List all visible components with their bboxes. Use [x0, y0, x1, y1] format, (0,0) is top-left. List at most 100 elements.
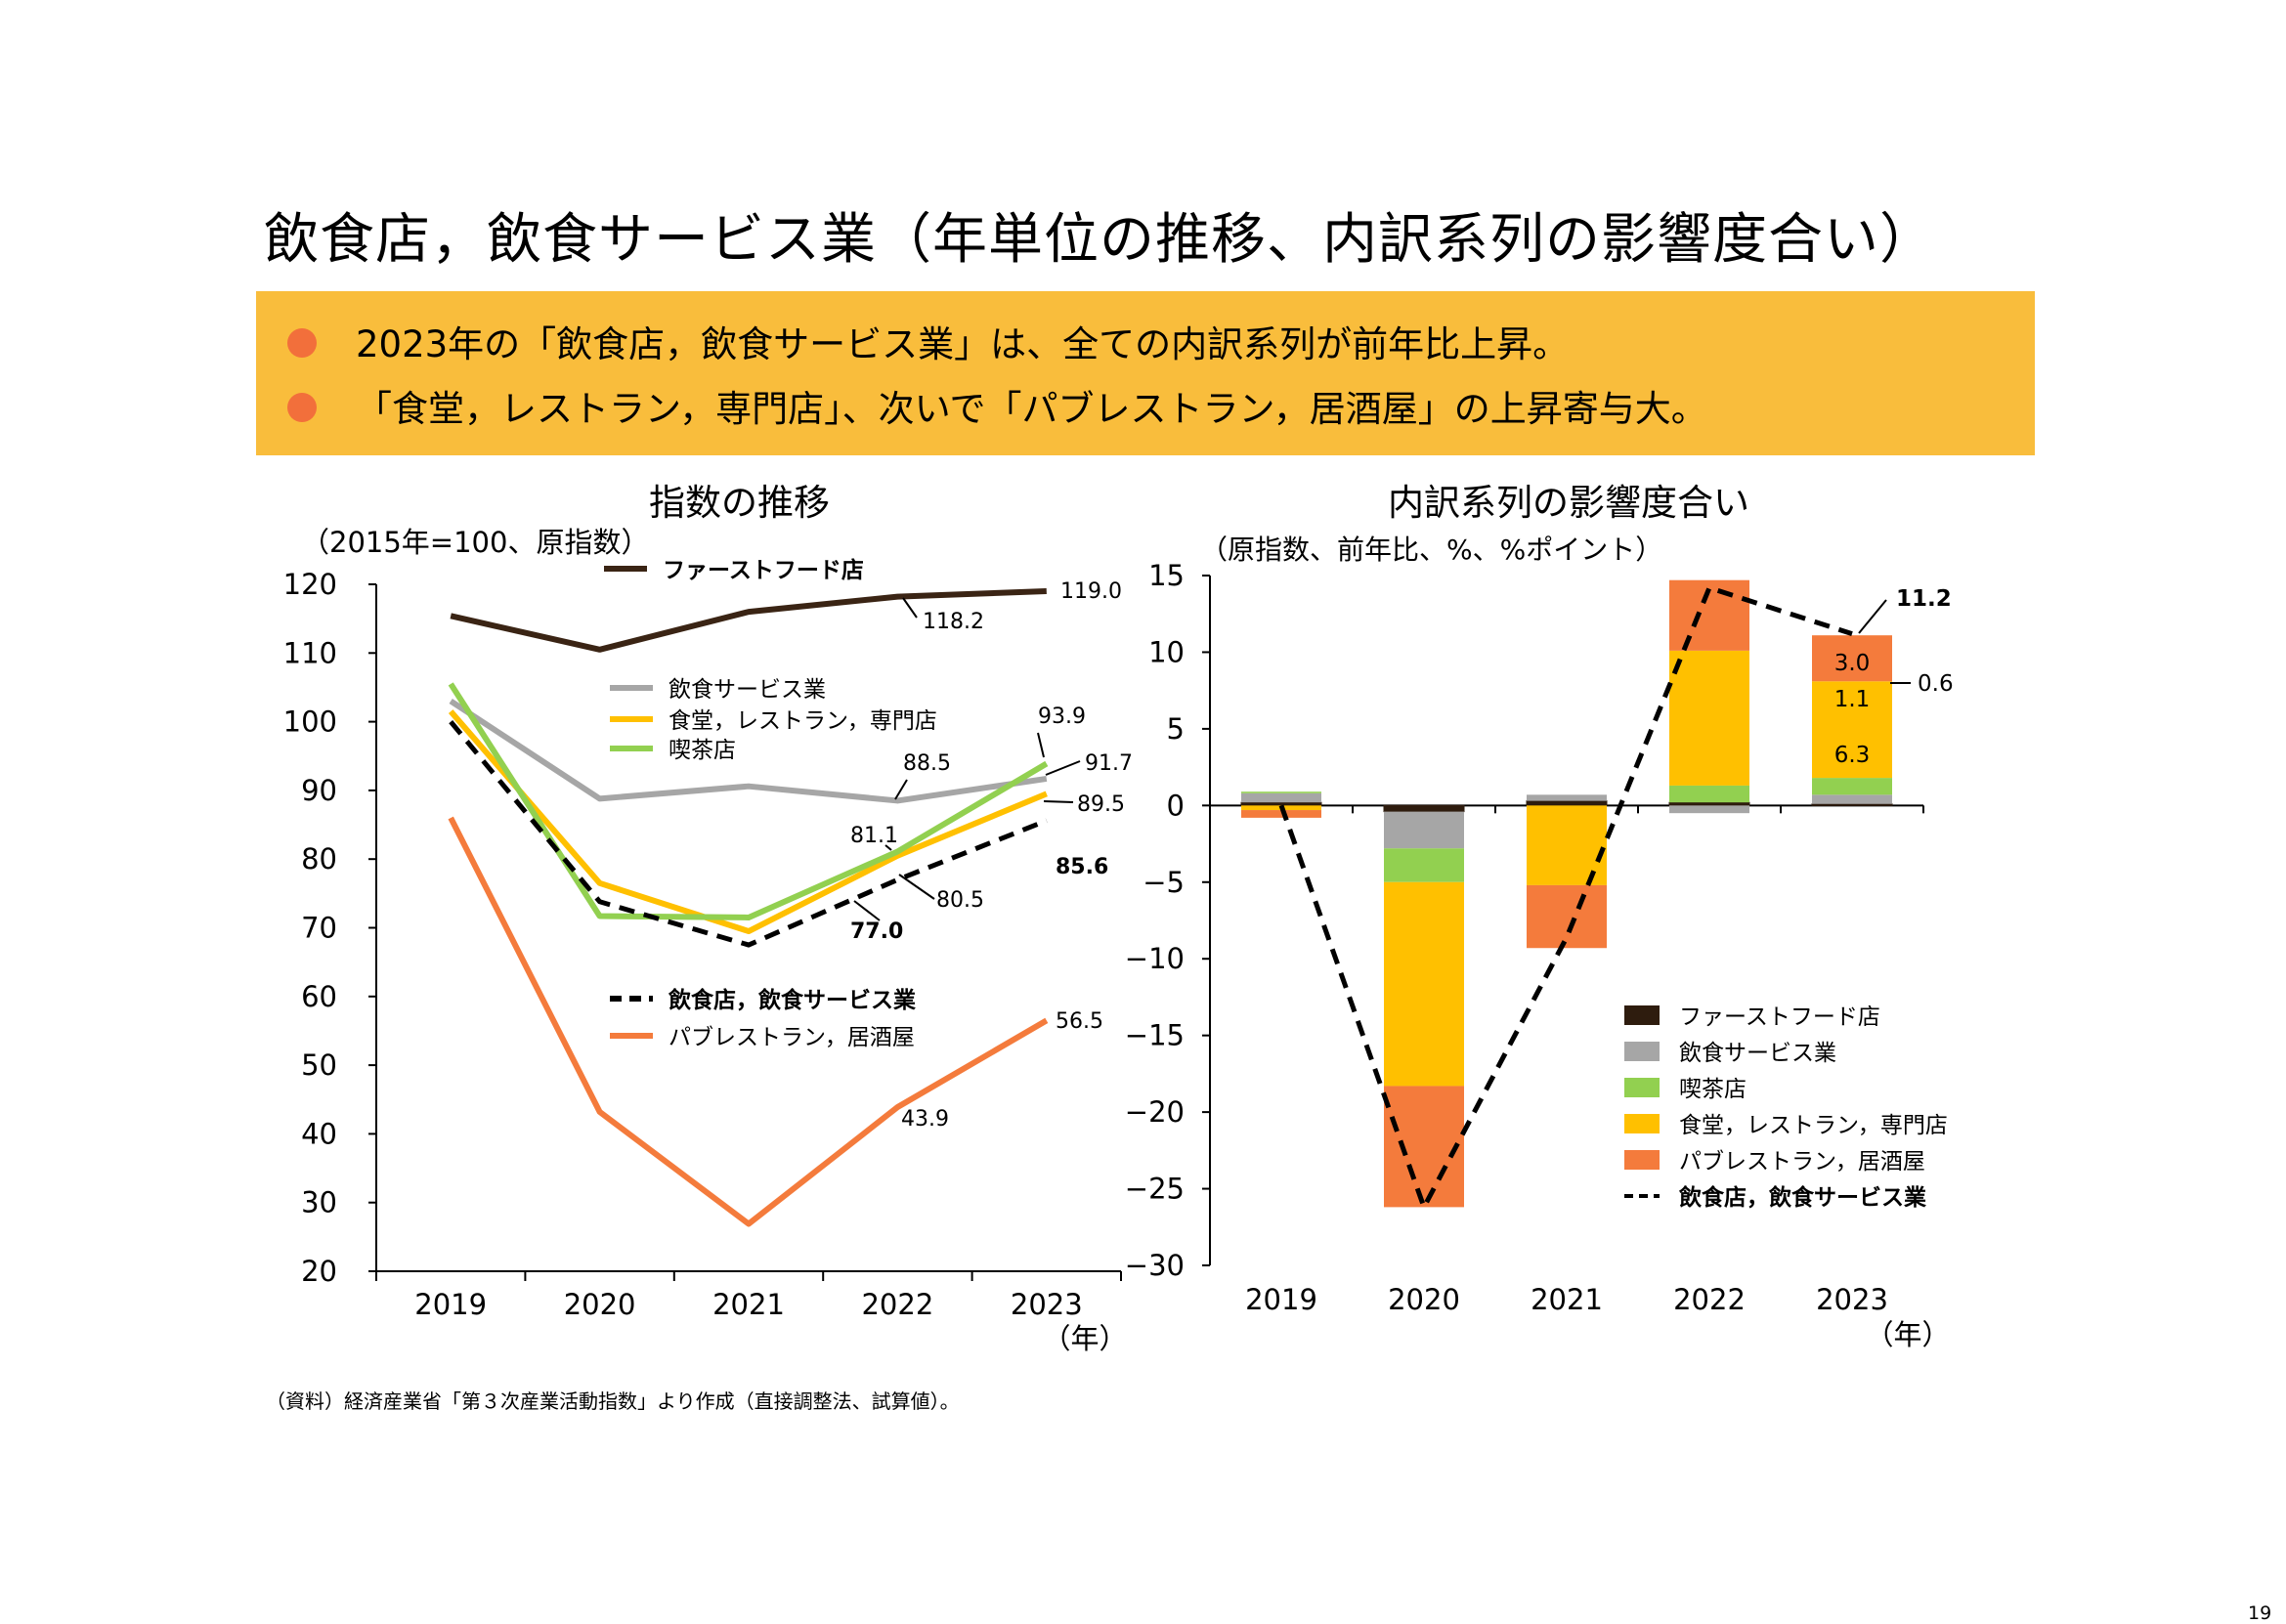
- summary-item: 2023年の「飲食店，飲食サービス業」は、全ての内訳系列が前年比上昇。: [287, 315, 1569, 367]
- y-tick-label: 10: [1148, 635, 1185, 668]
- x-tick-label: 2019: [1245, 1283, 1317, 1316]
- y-tick-label: 100: [283, 705, 337, 739]
- y-tick-label: −10: [1125, 942, 1185, 975]
- bar-segment: [1526, 800, 1608, 806]
- page-number: 19: [2248, 1603, 2272, 1624]
- y-tick-label: 20: [301, 1255, 337, 1288]
- data-label: 93.9: [1038, 705, 1086, 729]
- y-tick-label: 5: [1167, 712, 1185, 746]
- line-series: [449, 720, 1048, 948]
- source-note: （資料）経済産業省「第３次産業活動指数」より作成（直接調整法、試算値）。: [266, 1389, 960, 1413]
- line-series: [448, 816, 1049, 1227]
- legend-label: パブレストラン，居酒屋: [669, 1025, 915, 1050]
- summary-item: 「食堂，レストラン，専門店」、次いで「パブレストラン，居酒屋」の上昇寄与大。: [287, 379, 1707, 432]
- data-label: 118.2: [923, 610, 984, 634]
- bar-annotation: 1.1: [1834, 687, 1871, 712]
- y-tick-label: 50: [301, 1048, 337, 1082]
- leader-line: [1858, 599, 1887, 634]
- bar-segment: [1669, 785, 1749, 803]
- bar-segment: [1812, 635, 1892, 682]
- legend-swatch: [1624, 1042, 1660, 1061]
- y-axis-unit: （2015年=100、原指数）: [301, 526, 649, 559]
- bar-segment: [1384, 811, 1464, 849]
- x-axis-unit: （年）: [1042, 1322, 1127, 1355]
- bar-annotation: 3.0: [1834, 651, 1871, 676]
- y-tick-label: 60: [301, 980, 337, 1013]
- y-tick-label: 0: [1167, 789, 1185, 822]
- legend-label: 喫茶店: [669, 738, 736, 763]
- leader-line: [1045, 760, 1081, 776]
- leader-line: [1043, 800, 1074, 803]
- leader-line: [902, 597, 918, 619]
- y-tick-label: −25: [1125, 1173, 1185, 1206]
- data-label: 91.7: [1085, 751, 1133, 776]
- x-axis-unit: （年）: [1865, 1318, 1950, 1351]
- bar-segment: [1241, 810, 1321, 818]
- bar-annotation: 0.6: [1918, 671, 1954, 697]
- bar-segment: [1384, 848, 1464, 882]
- leader-line: [884, 844, 892, 851]
- data-label: 43.9: [901, 1107, 949, 1132]
- x-tick-label: 2022: [1673, 1283, 1746, 1316]
- bar-annotation: 6.3: [1834, 743, 1871, 768]
- x-tick-label: 2021: [1531, 1283, 1603, 1316]
- leader-line: [898, 874, 935, 900]
- data-label: 88.5: [903, 751, 951, 776]
- legend-label: 喫茶店: [1679, 1077, 1747, 1102]
- x-tick-label: 2019: [414, 1288, 487, 1321]
- x-tick-label: 2022: [861, 1288, 933, 1321]
- legend-label: 飲食店，飲食サービス業: [668, 987, 917, 1013]
- data-label: 89.5: [1077, 792, 1125, 817]
- bullet-icon: [287, 327, 317, 358]
- bar-segment: [1383, 804, 1465, 813]
- line-series: [449, 699, 1048, 804]
- data-label: 119.0: [1060, 579, 1122, 604]
- page-title: 飲食店，飲食サービス業（年単位の推移、内訳系列の影響度合い）: [264, 208, 1935, 272]
- total-line: [1278, 584, 1853, 1214]
- data-label: 85.6: [1056, 855, 1108, 879]
- bar-segment: [1669, 805, 1749, 814]
- legend-label: 食堂，レストラン，専門店: [1679, 1113, 1948, 1138]
- data-label: 56.5: [1056, 1009, 1103, 1034]
- bullet-icon: [287, 392, 317, 422]
- y-tick-label: 120: [283, 568, 337, 601]
- bar-segment: [1812, 778, 1892, 795]
- legend-label: ファーストフード店: [663, 558, 864, 583]
- summary-text: 2023年の「飲食店，飲食サービス業」は、全ての内訳系列が前年比上昇。: [356, 323, 1570, 365]
- summary-box: 2023年の「飲食店，飲食サービス業」は、全ての内訳系列が前年比上昇。 「食堂，…: [256, 291, 2035, 455]
- y-tick-label: 40: [301, 1117, 337, 1150]
- bar-segment: [1240, 801, 1322, 806]
- x-tick-label: 2020: [564, 1288, 636, 1321]
- bar-segment: [1527, 794, 1607, 801]
- legend-swatch: [1624, 1114, 1660, 1133]
- bar-segment: [1241, 791, 1321, 793]
- y-tick-label: 110: [283, 636, 337, 669]
- line-chart-title: 指数の推移: [649, 482, 830, 524]
- bar-segment: [1668, 801, 1750, 806]
- line-series: [450, 588, 1047, 653]
- y-tick-label: 15: [1148, 559, 1185, 592]
- bar-chart-title: 内訳系列の影響度合い: [1388, 482, 1749, 524]
- y-tick-label: 70: [301, 912, 337, 945]
- y-tick-label: −20: [1125, 1095, 1185, 1129]
- bar-segment: [1811, 803, 1893, 806]
- legend-swatch: [1624, 1150, 1660, 1170]
- data-label: 77.0: [850, 919, 903, 944]
- y-tick-label: 80: [301, 842, 337, 876]
- legend-swatch: [1624, 1005, 1660, 1025]
- bar-segment: [1812, 794, 1892, 804]
- y-axis-unit: （原指数、前年比、%、%ポイント）: [1200, 534, 1662, 566]
- bar-segment: [1527, 884, 1607, 949]
- summary-text: 「食堂，レストラン，専門店」、次いで「パブレストラン，居酒屋」の上昇寄与大。: [356, 388, 1707, 430]
- x-tick-label: 2023: [1816, 1283, 1888, 1316]
- y-tick-label: −15: [1125, 1019, 1185, 1052]
- bar-segment: [1241, 792, 1321, 803]
- bar-segment: [1669, 650, 1749, 786]
- bar-segment: [1812, 681, 1892, 779]
- leader-line: [853, 900, 881, 921]
- legend-swatch: [1624, 1078, 1660, 1097]
- line-series: [448, 709, 1048, 935]
- bar-annotation: 11.2: [1896, 586, 1952, 612]
- legend-label: 飲食サービス業: [669, 677, 826, 703]
